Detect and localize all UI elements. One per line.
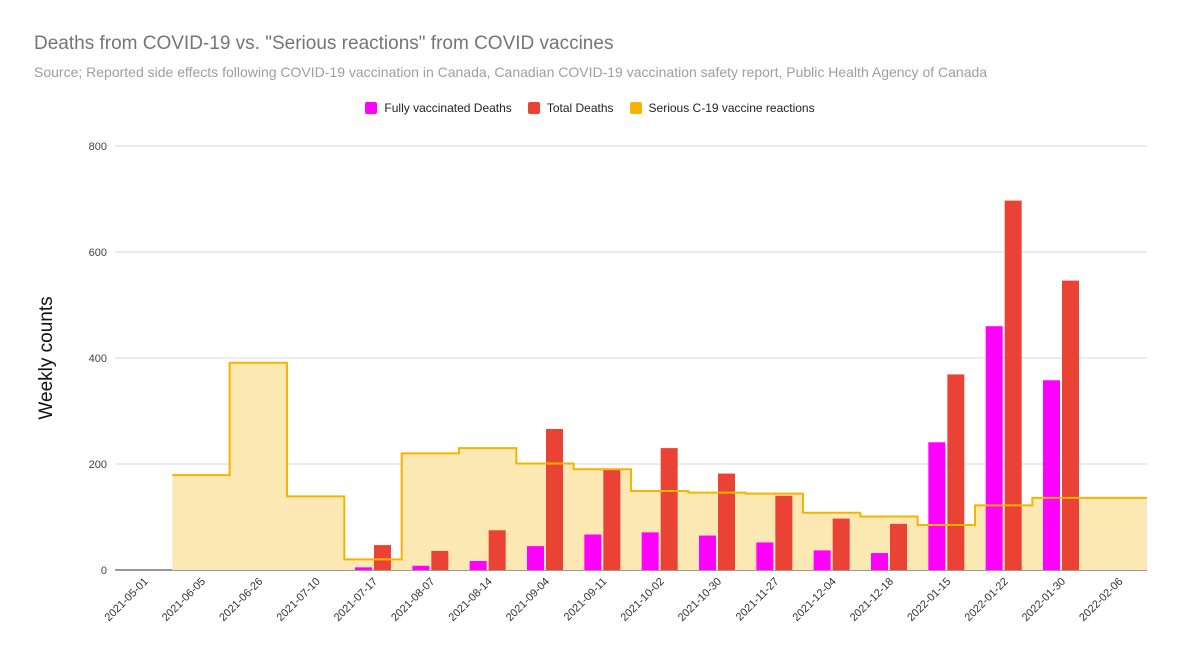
bar-fully-vaccinated-deaths bbox=[412, 565, 430, 570]
bar-total-deaths bbox=[431, 550, 449, 570]
x-tick-label: 2022-01-15 bbox=[905, 576, 953, 624]
bar-total-deaths bbox=[890, 523, 907, 570]
x-tick-label: 2021-12-18 bbox=[848, 576, 896, 624]
x-tick-label: 2021-06-26 bbox=[217, 576, 265, 624]
bar-fully-vaccinated-deaths bbox=[756, 542, 774, 570]
y-axis-title: Weekly counts bbox=[36, 296, 57, 419]
bar-total-deaths bbox=[603, 469, 621, 570]
bar-fully-vaccinated-deaths bbox=[928, 442, 946, 570]
bar-total-deaths bbox=[718, 473, 735, 570]
bar-fully-vaccinated-deaths bbox=[985, 326, 1003, 570]
y-tick-label: 400 bbox=[89, 353, 107, 365]
bar-fully-vaccinated-deaths bbox=[469, 560, 487, 570]
bar-total-deaths bbox=[1062, 280, 1079, 570]
bar-fully-vaccinated-deaths bbox=[641, 532, 659, 570]
legend-item-total-deaths[interactable]: Total Deaths bbox=[527, 101, 614, 115]
bar-fully-vaccinated-deaths bbox=[355, 567, 372, 570]
x-tick-label: 2022-02-06 bbox=[1077, 576, 1125, 624]
x-tick-label: 2021-08-07 bbox=[389, 576, 437, 624]
y-tick-label: 600 bbox=[89, 247, 107, 259]
legend-label-serious-reactions: Serious C-19 vaccine reactions bbox=[648, 101, 815, 115]
bar-total-deaths bbox=[546, 429, 563, 570]
legend-item-serious-reactions[interactable]: Serious C-19 vaccine reactions bbox=[629, 101, 815, 115]
bar-fully-vaccinated-deaths bbox=[527, 546, 544, 570]
bar-total-deaths bbox=[775, 495, 793, 570]
serious-reactions-line bbox=[172, 361, 1147, 561]
x-tick-label: 2021-07-17 bbox=[332, 576, 380, 624]
legend-label-total-deaths: Total Deaths bbox=[546, 101, 614, 115]
bar-fully-vaccinated-deaths bbox=[584, 534, 602, 570]
bar-total-deaths bbox=[832, 518, 850, 570]
bar-fully-vaccinated-deaths bbox=[813, 550, 831, 570]
bar-fully-vaccinated-deaths bbox=[1043, 380, 1060, 570]
x-tick-label: 2021-09-04 bbox=[504, 576, 552, 624]
bar-total-deaths bbox=[947, 374, 965, 570]
x-tick-label: 2022-01-22 bbox=[963, 576, 1011, 624]
bar-total-deaths bbox=[660, 448, 678, 570]
x-tick-label: 2021-05-01 bbox=[103, 576, 151, 624]
y-tick-label: 800 bbox=[89, 141, 107, 153]
y-tick-label: 0 bbox=[101, 565, 107, 577]
legend-swatch-serious-reactions bbox=[629, 102, 642, 114]
bar-total-deaths bbox=[488, 530, 506, 570]
bar-total-deaths bbox=[1004, 200, 1022, 570]
x-tick-label: 2021-10-30 bbox=[676, 576, 724, 624]
chart-title: Deaths from COVID-19 vs. "Serious reacti… bbox=[34, 33, 614, 54]
x-tick-label: 2021-08-14 bbox=[447, 576, 495, 624]
x-tick-label: 2021-11-27 bbox=[734, 576, 782, 624]
chart-legend: Fully vaccinated Deaths Total Deaths Ser… bbox=[0, 101, 1180, 115]
chart-subtitle: Source; Reported side effects following … bbox=[34, 64, 988, 80]
legend-label-fully-vaccinated: Fully vaccinated Deaths bbox=[384, 101, 512, 115]
legend-swatch-total-deaths bbox=[527, 102, 540, 114]
legend-swatch-fully-vaccinated bbox=[365, 102, 378, 114]
x-tick-label: 2021-07-10 bbox=[275, 576, 323, 624]
x-tick-label: 2021-06-05 bbox=[160, 576, 208, 624]
bar-total-deaths bbox=[374, 545, 391, 570]
y-tick-label: 200 bbox=[89, 459, 107, 471]
x-tick-label: 2022-01-30 bbox=[1020, 576, 1068, 624]
legend-item-fully-vaccinated-deaths[interactable]: Fully vaccinated Deaths bbox=[365, 101, 512, 115]
serious-reactions-area bbox=[172, 362, 1148, 570]
x-tick-label: 2021-12-04 bbox=[791, 576, 839, 624]
bar-fully-vaccinated-deaths bbox=[871, 553, 888, 570]
x-tick-label: 2021-09-11 bbox=[562, 576, 610, 624]
x-tick-label: 2021-10-02 bbox=[619, 576, 667, 624]
bar-fully-vaccinated-deaths bbox=[699, 535, 716, 570]
